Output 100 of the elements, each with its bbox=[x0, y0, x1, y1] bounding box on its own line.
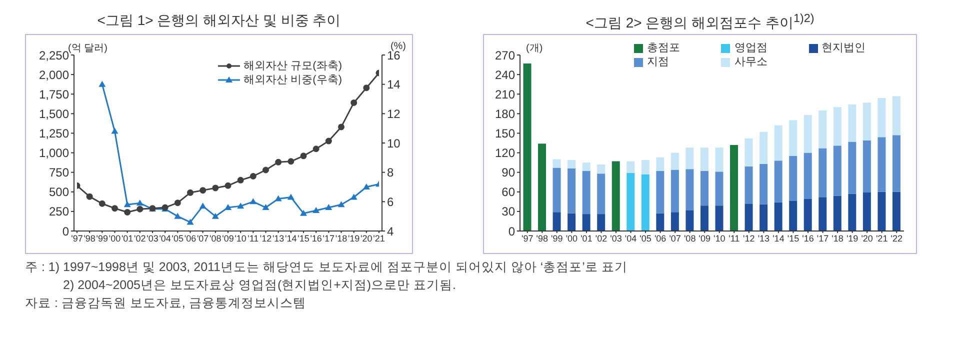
point bbox=[186, 218, 194, 225]
bar bbox=[597, 164, 606, 174]
x-tick-label: '98 bbox=[536, 233, 548, 244]
x-tick-label: '06 bbox=[654, 233, 666, 244]
bar bbox=[686, 210, 694, 231]
bar bbox=[582, 162, 590, 172]
point bbox=[312, 146, 320, 152]
bar bbox=[774, 125, 782, 161]
bar bbox=[848, 194, 856, 231]
x-tick-label: '12 bbox=[260, 233, 272, 244]
legend-label: 해외자산 비중(우축) bbox=[244, 73, 342, 87]
y2-tick-label: 8 bbox=[387, 166, 394, 180]
point bbox=[111, 128, 118, 134]
point bbox=[112, 205, 118, 212]
x-tick-label: '07 bbox=[669, 233, 681, 244]
bar bbox=[862, 140, 871, 193]
x-tick-label: '99 bbox=[96, 233, 108, 244]
chart-title: <그림 1> 은행의 해외자산 및 비중 추이 bbox=[96, 12, 342, 30]
x-tick-label: '01 bbox=[580, 233, 592, 244]
bar bbox=[715, 172, 724, 206]
legend-label: 해외자산 규모(좌축) bbox=[244, 59, 342, 73]
point bbox=[250, 172, 256, 180]
point bbox=[288, 158, 294, 165]
bar bbox=[848, 142, 856, 194]
bar bbox=[862, 102, 871, 140]
bar bbox=[700, 148, 708, 172]
x-tick-label: '03 bbox=[610, 233, 622, 244]
y-tick-label: 500 bbox=[48, 185, 70, 200]
point bbox=[300, 152, 307, 160]
bar bbox=[804, 114, 812, 153]
x-tick-label: '18 bbox=[335, 233, 348, 244]
point bbox=[174, 212, 182, 219]
x-tick-label: '04 bbox=[159, 233, 171, 244]
bar bbox=[568, 168, 576, 214]
x-tick-label: '97 bbox=[71, 233, 83, 244]
bar bbox=[656, 171, 664, 214]
legend-label: 지점 bbox=[647, 55, 669, 69]
bar bbox=[670, 170, 679, 212]
bar bbox=[552, 168, 561, 212]
bar bbox=[892, 135, 900, 192]
legend-label: 영업점 bbox=[734, 41, 768, 55]
x-tick-label: '17 bbox=[322, 233, 335, 244]
x-tick-label: '11 bbox=[248, 233, 259, 244]
bar bbox=[686, 169, 694, 210]
x-tick-label: '15 bbox=[787, 233, 800, 244]
bar bbox=[523, 63, 532, 231]
y-tick-label: 270 bbox=[494, 48, 516, 62]
x-tick-label: '08 bbox=[684, 233, 696, 244]
bar bbox=[804, 152, 812, 200]
point bbox=[338, 124, 344, 130]
x-tick-label: '21 bbox=[876, 233, 888, 244]
bar bbox=[892, 192, 900, 231]
point bbox=[275, 158, 282, 166]
y-tick-label: 180 bbox=[494, 106, 516, 121]
bar bbox=[878, 192, 886, 231]
x-tick-label: '99 bbox=[551, 233, 563, 244]
bar bbox=[760, 164, 768, 204]
x-tick-label: '17 bbox=[816, 233, 829, 244]
y2-tick-label: 10 bbox=[387, 136, 401, 150]
y-tick-label: 250 bbox=[48, 204, 70, 219]
bar bbox=[818, 148, 827, 198]
y-tick-label: 30 bbox=[502, 204, 516, 219]
point bbox=[136, 200, 144, 206]
y2-tick-label: 14 bbox=[387, 78, 401, 92]
bar bbox=[744, 138, 753, 166]
point bbox=[237, 176, 244, 184]
bar bbox=[862, 192, 871, 231]
x-tick-label: '22 bbox=[890, 233, 902, 244]
point bbox=[312, 206, 320, 213]
x-tick-label: '09 bbox=[222, 233, 234, 244]
x-tick-label: '02 bbox=[134, 233, 146, 244]
text: 주 : 1) 1997~1998년 및 2003, 2011년도는 해당연도 보도자료에 점포구분이 되어있지 않아 ‘총점포’로 표기 bbox=[25, 259, 628, 276]
x-tick-label: '08 bbox=[210, 233, 222, 244]
point bbox=[237, 202, 244, 209]
x-tick-label: '05 bbox=[172, 233, 184, 244]
bar bbox=[789, 201, 798, 231]
chart-title: <그림 2> 은행의 해외점포수 추이$^{1)2)}$ bbox=[584, 12, 816, 33]
x-tick-label: '13 bbox=[272, 233, 284, 244]
y-tick-label: 0 bbox=[508, 224, 516, 238]
x-tick-label: '97 bbox=[522, 233, 534, 244]
y-axis-title: (개) bbox=[526, 42, 543, 55]
point bbox=[224, 204, 232, 210]
point bbox=[325, 204, 332, 210]
y-tick-label: 120 bbox=[494, 146, 516, 160]
y2-tick-label: 4 bbox=[387, 224, 394, 238]
x-tick-label: '06 bbox=[184, 233, 196, 244]
point bbox=[98, 200, 106, 207]
bar bbox=[670, 152, 679, 170]
y-tick-label: 2,250 bbox=[38, 48, 70, 62]
point bbox=[362, 184, 370, 190]
point bbox=[262, 204, 270, 210]
bar bbox=[568, 160, 576, 168]
y-tick-label: 1,500 bbox=[38, 106, 70, 121]
bar bbox=[878, 137, 886, 192]
y2-tick-label: 12 bbox=[387, 106, 401, 121]
point bbox=[300, 210, 307, 216]
bar bbox=[744, 204, 753, 231]
y-tick-label: 0 bbox=[62, 224, 70, 238]
y-tick-label: 1,750 bbox=[38, 87, 70, 102]
bar bbox=[552, 159, 561, 168]
